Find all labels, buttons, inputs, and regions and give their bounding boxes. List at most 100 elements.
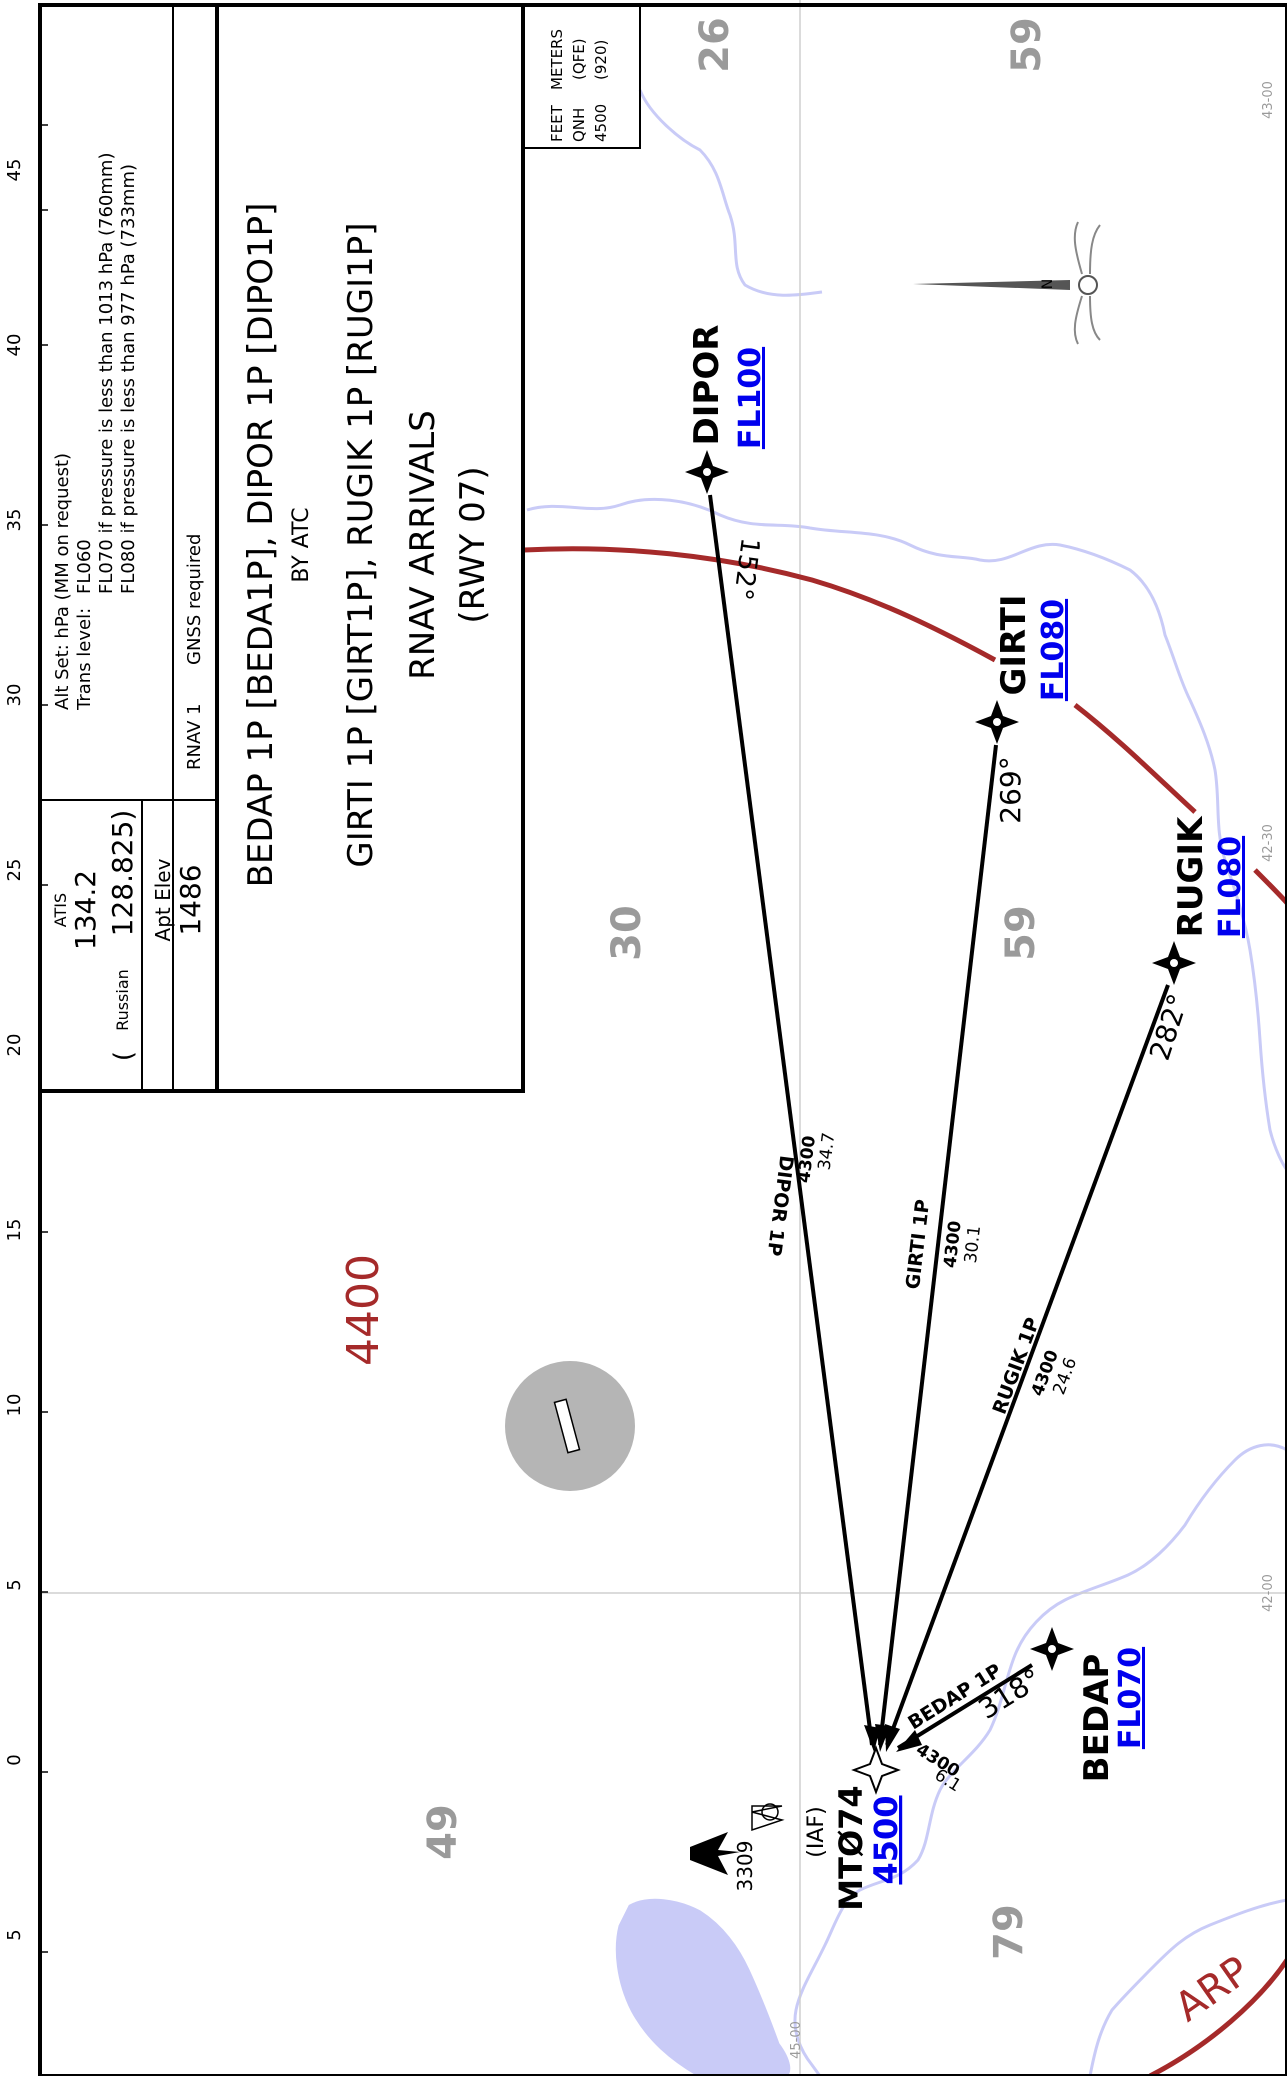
apt-elev-value: 1486 <box>174 864 207 935</box>
arrowhead-dipor <box>864 1725 880 1752</box>
waypoint-girti: GIRTI FL080 <box>975 594 1071 744</box>
grid-label-42-00: 42-00 <box>1261 1574 1276 1612</box>
grid-label-45-00: 45-00 <box>789 2021 804 2059</box>
scale-tick-label: 0 <box>4 1754 25 1765</box>
grid-label-43-00: 43-00 <box>1261 81 1276 119</box>
route-dist-girti: 30.1 <box>961 1224 985 1264</box>
frame <box>38 3 1287 2076</box>
scale-tick-label: 45 <box>4 159 25 182</box>
graticule <box>40 0 1287 2076</box>
waypoint-alt-girti: FL080 <box>1036 599 1071 701</box>
coastline-south <box>793 1443 1287 2076</box>
route-course-dipor: 152° <box>727 536 765 602</box>
waypoint-name-rugik: RUGIK <box>1171 815 1211 937</box>
lake <box>615 1898 791 2076</box>
waypoint-iaf: (IAF) MTØ74 4500 <box>804 1745 905 1911</box>
wings-icon <box>1073 221 1101 345</box>
waypoint-alt-dipor: FL100 <box>733 347 768 449</box>
arrowhead-rugik <box>885 1724 900 1752</box>
russian-frequency: 128.825) <box>106 810 139 937</box>
fl070-note: FL070 if pressure is less than 1013 hPa … <box>96 153 117 594</box>
title-line-1: BEDAP 1P [BEDA1P], DIPOR 1P [DIPO1P] <box>241 203 281 888</box>
north-arrow-needle <box>913 280 1070 290</box>
obstacle-beacon-icon <box>761 1803 779 1821</box>
apt-elev-label: Apt Elev <box>151 858 175 941</box>
coastline-east <box>1088 1898 1287 2076</box>
units-box <box>522 4 641 149</box>
waypoint-name-iaf: MTØ74 <box>832 1785 870 1910</box>
grid-label-42-30: 42-30 <box>1261 824 1276 862</box>
title-line-3: RNAV ARRIVALS <box>403 410 443 680</box>
waypoint-bedap: BEDAP FL070 <box>1030 1627 1148 1782</box>
russian-label: Russian <box>113 969 132 1031</box>
waypoint-name-bedap: BEDAP <box>1077 1654 1117 1783</box>
distance-scale-labels: 45 40 35 30 25 20 15 10 5 0 5 <box>4 159 25 1941</box>
msa-grid-figures: 26 59 30 59 49 79 <box>420 17 1050 1960</box>
scale-tick-label: 15 <box>4 1219 25 1242</box>
title-panel: BEDAP 1P [BEDA1P], DIPOR 1P [DIPO1P] BY … <box>241 203 493 888</box>
waypoint-alt-iaf: 4500 <box>867 1795 905 1884</box>
north-letter: N <box>1040 279 1056 289</box>
scale-tick-label: 25 <box>4 859 25 882</box>
units-meters: METERS <box>548 29 566 90</box>
route-girti-leg <box>878 744 998 1746</box>
fl080-note: FL080 if pressure is less than 977 hPa (… <box>118 164 139 594</box>
waypoint-center-icon <box>1170 959 1178 967</box>
msa-figure-49: 49 <box>420 1804 466 1860</box>
msa-figure-59-mid: 59 <box>998 905 1044 961</box>
distance-scale <box>40 124 48 1953</box>
trans-level-value: FL060 <box>74 539 95 594</box>
waypoint-name-girti: GIRTI <box>994 594 1034 695</box>
arp-arc <box>1148 1958 1287 2076</box>
arrowhead-bedap <box>896 1730 922 1752</box>
scale-tick-label: 20 <box>4 1034 25 1057</box>
obstacle-group: 3309 <box>690 1803 785 1892</box>
routes-layer <box>708 494 1170 1750</box>
waypoint-center-icon <box>993 718 1001 726</box>
airport-symbol <box>505 1361 635 1491</box>
rnav-requirement: RNAV 1 <box>184 703 205 770</box>
scale-tick-label: 40 <box>4 334 25 357</box>
obstacle-elevation: 3309 <box>733 1841 757 1892</box>
runway-bar <box>553 1398 581 1454</box>
scale-tick-label: 35 <box>4 509 25 532</box>
altitude-4400-label: 4400 <box>338 1254 389 1366</box>
route-course-girti: 269° <box>994 756 1027 823</box>
scale-tick-label: 5 <box>4 1579 25 1590</box>
units-panel: FEET METERS QNH (QFE) 4500 (920) <box>548 29 610 142</box>
title-line-2: GIRTI 1P [GIRT1P], RUGIK 1P [RUGI1P] <box>341 222 381 867</box>
msa-figure-59-top: 59 <box>1004 17 1050 73</box>
scale-tick-label: 30 <box>4 684 25 707</box>
route-label-dipor: DIPOR 1P <box>763 1154 798 1257</box>
arp-label: ARP <box>1167 1948 1258 2031</box>
coastline-mid <box>526 497 1287 1171</box>
route-dist-dipor: 34.7 <box>815 1131 840 1171</box>
waypoint-open-star-icon <box>851 1745 901 1795</box>
alt-set: Alt Set: hPa (MM on request) <box>52 453 73 710</box>
comms-panel: ATIS 134.2 ( Russian 128.825) Apt Elev 1… <box>51 810 207 1061</box>
route-rugik-leg <box>885 984 1170 1746</box>
waypoints-layer: DIPOR FL100 GIRTI FL080 RUGIK FL080 BEDA… <box>685 325 1248 1911</box>
route-labels: DIPOR 1P 4300 34.7 152° GIRTI 1P 4300 30… <box>727 536 1195 1796</box>
msa-figure-30: 30 <box>604 905 650 961</box>
route-arrowheads <box>864 1724 922 1752</box>
title-line-4: (RWY 07) <box>453 466 493 623</box>
atis-label: ATIS <box>51 893 70 927</box>
obstacle-tower-icon <box>751 1805 785 1832</box>
header-box <box>38 3 525 1093</box>
scale-tick-label: 10 <box>4 1394 25 1417</box>
coastline-north-loop <box>638 89 823 297</box>
waypoint-name-dipor: DIPOR <box>687 325 727 446</box>
route-course-rugik: 282° <box>1143 990 1195 1064</box>
units-qfe: (QFE) <box>570 38 588 80</box>
msa-figure-79: 79 <box>986 1904 1032 1960</box>
units-feet: FEET <box>548 104 566 142</box>
units-m-value: (920) <box>592 40 610 80</box>
units-ft-value: 4500 <box>592 104 610 142</box>
north-arrow: N <box>913 221 1101 345</box>
route-dipor-leg <box>708 494 874 1746</box>
waypoint-role-iaf: (IAF) <box>804 1806 829 1857</box>
units-qnh: QNH <box>570 108 588 142</box>
waypoint-alt-rugik: FL080 <box>1213 836 1248 938</box>
